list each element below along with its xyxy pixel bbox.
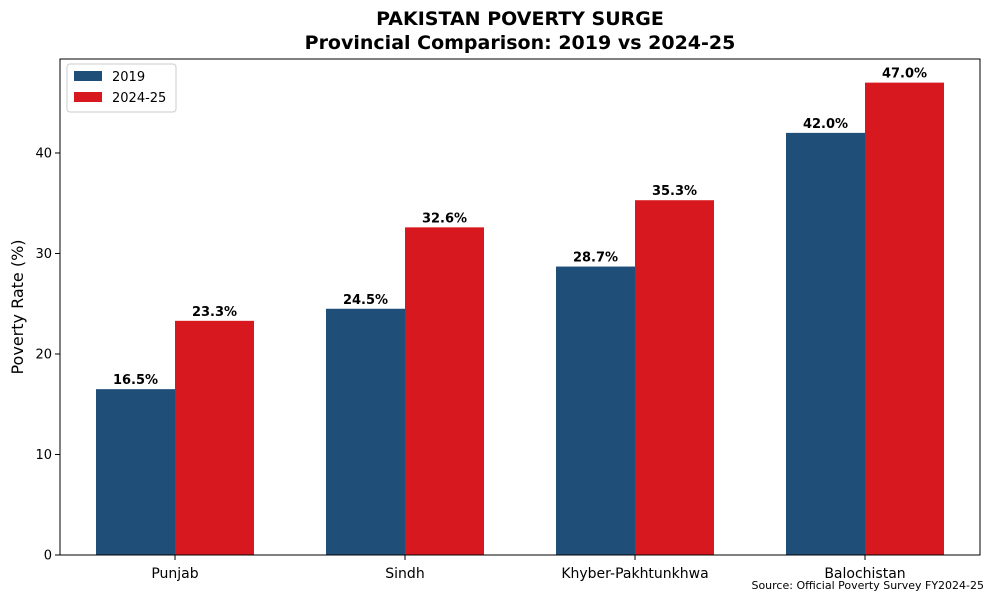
bar [786,132,865,555]
x-tick-label: Khyber-Pakhtunkhwa [561,566,708,582]
data-label: 28.7% [573,251,618,266]
data-label: 42.0% [803,117,848,132]
chart-subtitle: Provincial Comparison: 2019 vs 2024-25 [305,32,736,54]
data-label: 24.5% [343,293,388,308]
x-tick-label: Sindh [385,566,424,582]
axes-frame [59,58,981,556]
bar [635,200,714,556]
y-axis-label: Poverty Rate (%) [8,239,27,374]
y-tick-label: 40 [35,146,52,161]
legend-swatch [74,92,102,102]
legend-label: 2024-25 [112,91,166,106]
legend-label: 2019 [112,70,145,85]
y-tick-label: 0 [44,549,52,564]
x-tick-label: Punjab [151,566,198,582]
data-label: 32.6% [422,211,467,226]
data-label: 35.3% [652,184,697,199]
bar [556,266,635,555]
data-label: 47.0% [882,67,927,82]
legend: 2019 2024-25 [66,63,177,113]
y-tick-label: 30 [35,247,52,262]
data-label: 23.3% [192,305,237,320]
bar [175,320,254,555]
legend-swatch [74,71,102,81]
chart-title: PAKISTAN POVERTY SURGE [376,8,664,30]
bar [865,82,944,555]
bar [405,227,484,556]
bar [96,389,175,555]
plot-area: 16.5% 24.5% 28.7% 42.0% 23.3% 32.6% 35.3% 47.0%… [35,58,981,582]
source-note: Source: Official Poverty Survey FY2024-2… [751,579,984,592]
bar [326,308,405,555]
x-tick-label: Balochistan [824,566,905,582]
y-tick-label: 20 [35,347,52,362]
y-tick-label: 10 [35,448,52,463]
data-label: 16.5% [113,373,158,388]
